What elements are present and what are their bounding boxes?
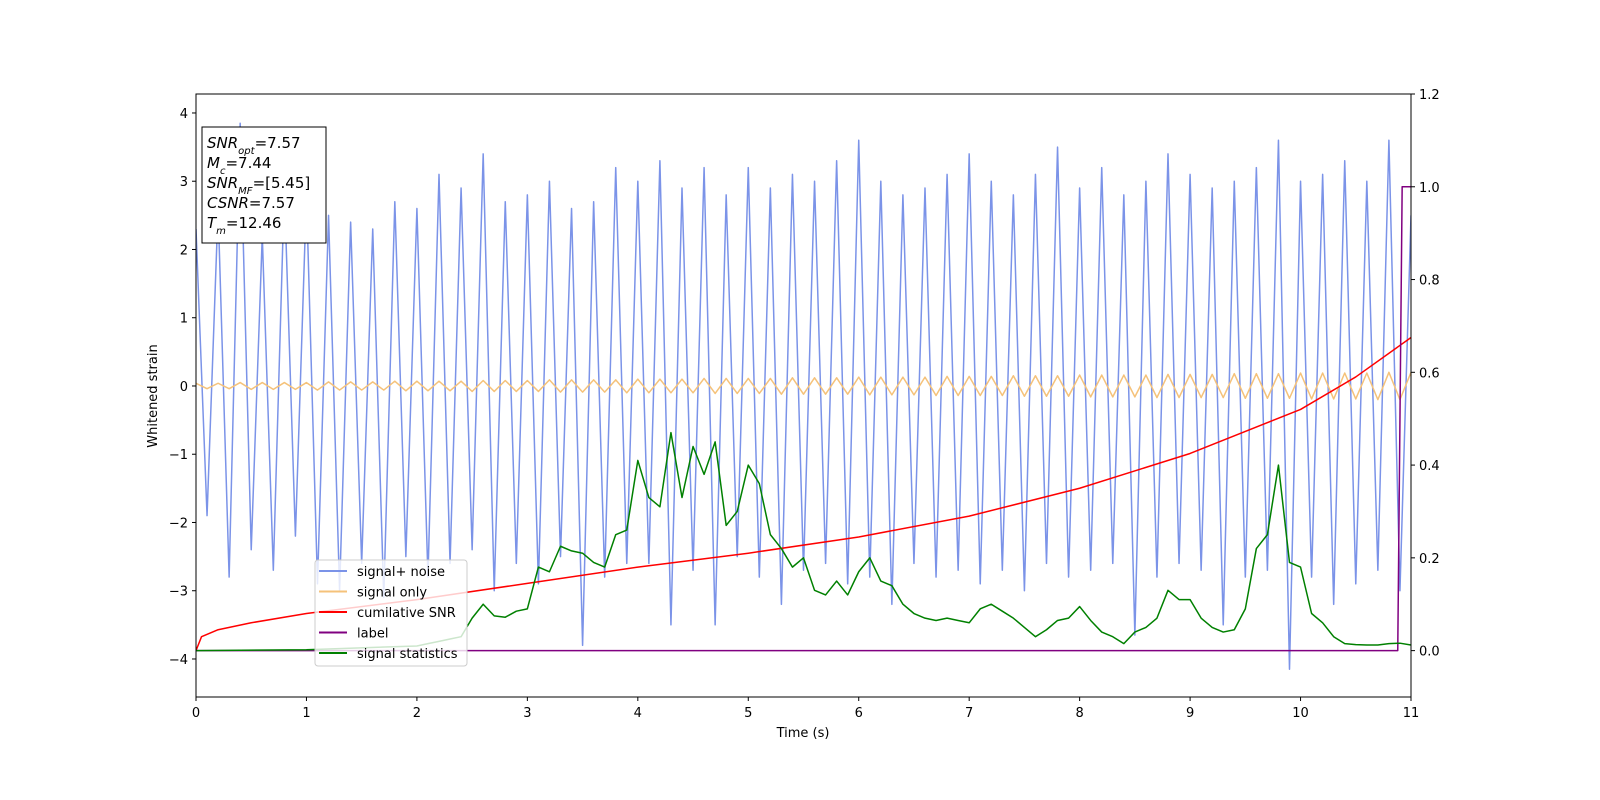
annotation-subscript: c bbox=[220, 166, 226, 177]
annotation-symbol: CSNR bbox=[207, 194, 249, 212]
annotation-subscript: m bbox=[216, 226, 226, 237]
y-tick-label: 1 bbox=[180, 312, 188, 327]
annotation-subscript: opt bbox=[238, 146, 255, 157]
legend: signal+ noise signal only cumilative SNR la… bbox=[314, 559, 468, 667]
legend-label: cumilative SNR bbox=[357, 606, 456, 621]
plot-area bbox=[196, 122, 1411, 670]
legend-label: signal+ noise bbox=[357, 565, 445, 580]
y2-tick-label: 1.0 bbox=[1419, 181, 1440, 196]
annotation-line: SNRopt=7.57 bbox=[207, 134, 301, 157]
x-tick-label: 2 bbox=[413, 706, 421, 721]
series-line bbox=[196, 371, 1411, 401]
x-tick-label: 9 bbox=[1186, 706, 1194, 721]
y-tick-label: −4 bbox=[169, 653, 188, 668]
y-tick-label: 3 bbox=[180, 175, 188, 190]
y2-tick-label: 0.4 bbox=[1419, 459, 1440, 474]
annotation-value: =[5.45] bbox=[253, 174, 311, 192]
legend-label: signal only bbox=[357, 586, 427, 601]
y-tick-label: 2 bbox=[180, 243, 188, 258]
y2-tick-label: 1.2 bbox=[1419, 88, 1440, 103]
x-tick-label: 10 bbox=[1292, 706, 1309, 721]
x-axis-label: Time (s) bbox=[776, 726, 830, 741]
legend-label: signal statistics bbox=[357, 647, 458, 662]
annotation-line: SNRMF=[5.45] bbox=[207, 174, 310, 197]
axes-frame bbox=[195, 93, 1412, 698]
annotation-box: SNRopt=7.57Mc=7.44SNRMF=[5.45]CSNR=7.57T… bbox=[201, 126, 327, 244]
annotation-subscript: MF bbox=[238, 186, 253, 197]
y-tick-label: 0 bbox=[180, 380, 188, 395]
y-tick-label: −1 bbox=[169, 448, 188, 463]
series-line bbox=[196, 336, 1411, 651]
y-tick-label: 4 bbox=[180, 107, 188, 122]
annotation-line: Mc=7.44 bbox=[207, 154, 271, 177]
y-tick-label: −3 bbox=[169, 585, 188, 600]
annotation-symbol: SNR bbox=[207, 134, 238, 152]
x-tick-label: 6 bbox=[855, 706, 863, 721]
y2-tick-label: 0.8 bbox=[1419, 274, 1440, 289]
annotation-value: =7.57 bbox=[249, 194, 295, 212]
annotation-symbol: SNR bbox=[207, 174, 238, 192]
y-tick-label: −2 bbox=[169, 516, 188, 531]
annotation-value: =7.44 bbox=[225, 154, 271, 172]
x-tick-label: 8 bbox=[1075, 706, 1083, 721]
x-tick-label: 3 bbox=[523, 706, 531, 721]
x-tick-label: 1 bbox=[302, 706, 310, 721]
x-tick-label: 0 bbox=[192, 706, 200, 721]
series-line bbox=[196, 122, 1411, 670]
series-line bbox=[196, 431, 1411, 652]
annotation-value: =7.57 bbox=[255, 134, 301, 152]
annotation-line: Tm=12.46 bbox=[207, 214, 281, 237]
legend-label: label bbox=[357, 627, 388, 642]
annotation-symbol: T bbox=[207, 214, 218, 232]
y2-tick-label: 0.0 bbox=[1419, 645, 1440, 660]
annotation-line: CSNR=7.57 bbox=[207, 194, 295, 212]
x-tick-label: 11 bbox=[1403, 706, 1420, 721]
y-axis-label: Whitened strain bbox=[146, 344, 161, 447]
x-tick-label: 7 bbox=[965, 706, 973, 721]
annotation-frame bbox=[201, 126, 327, 244]
annotation-symbol: M bbox=[207, 154, 220, 172]
legend-frame bbox=[314, 559, 468, 667]
annotation-value: =12.46 bbox=[226, 214, 282, 232]
y2-tick-label: 0.2 bbox=[1419, 552, 1440, 567]
x-tick-label: 4 bbox=[634, 706, 642, 721]
x-tick-label: 5 bbox=[744, 706, 752, 721]
series-line bbox=[196, 186, 1411, 652]
y2-tick-label: 0.6 bbox=[1419, 366, 1440, 381]
